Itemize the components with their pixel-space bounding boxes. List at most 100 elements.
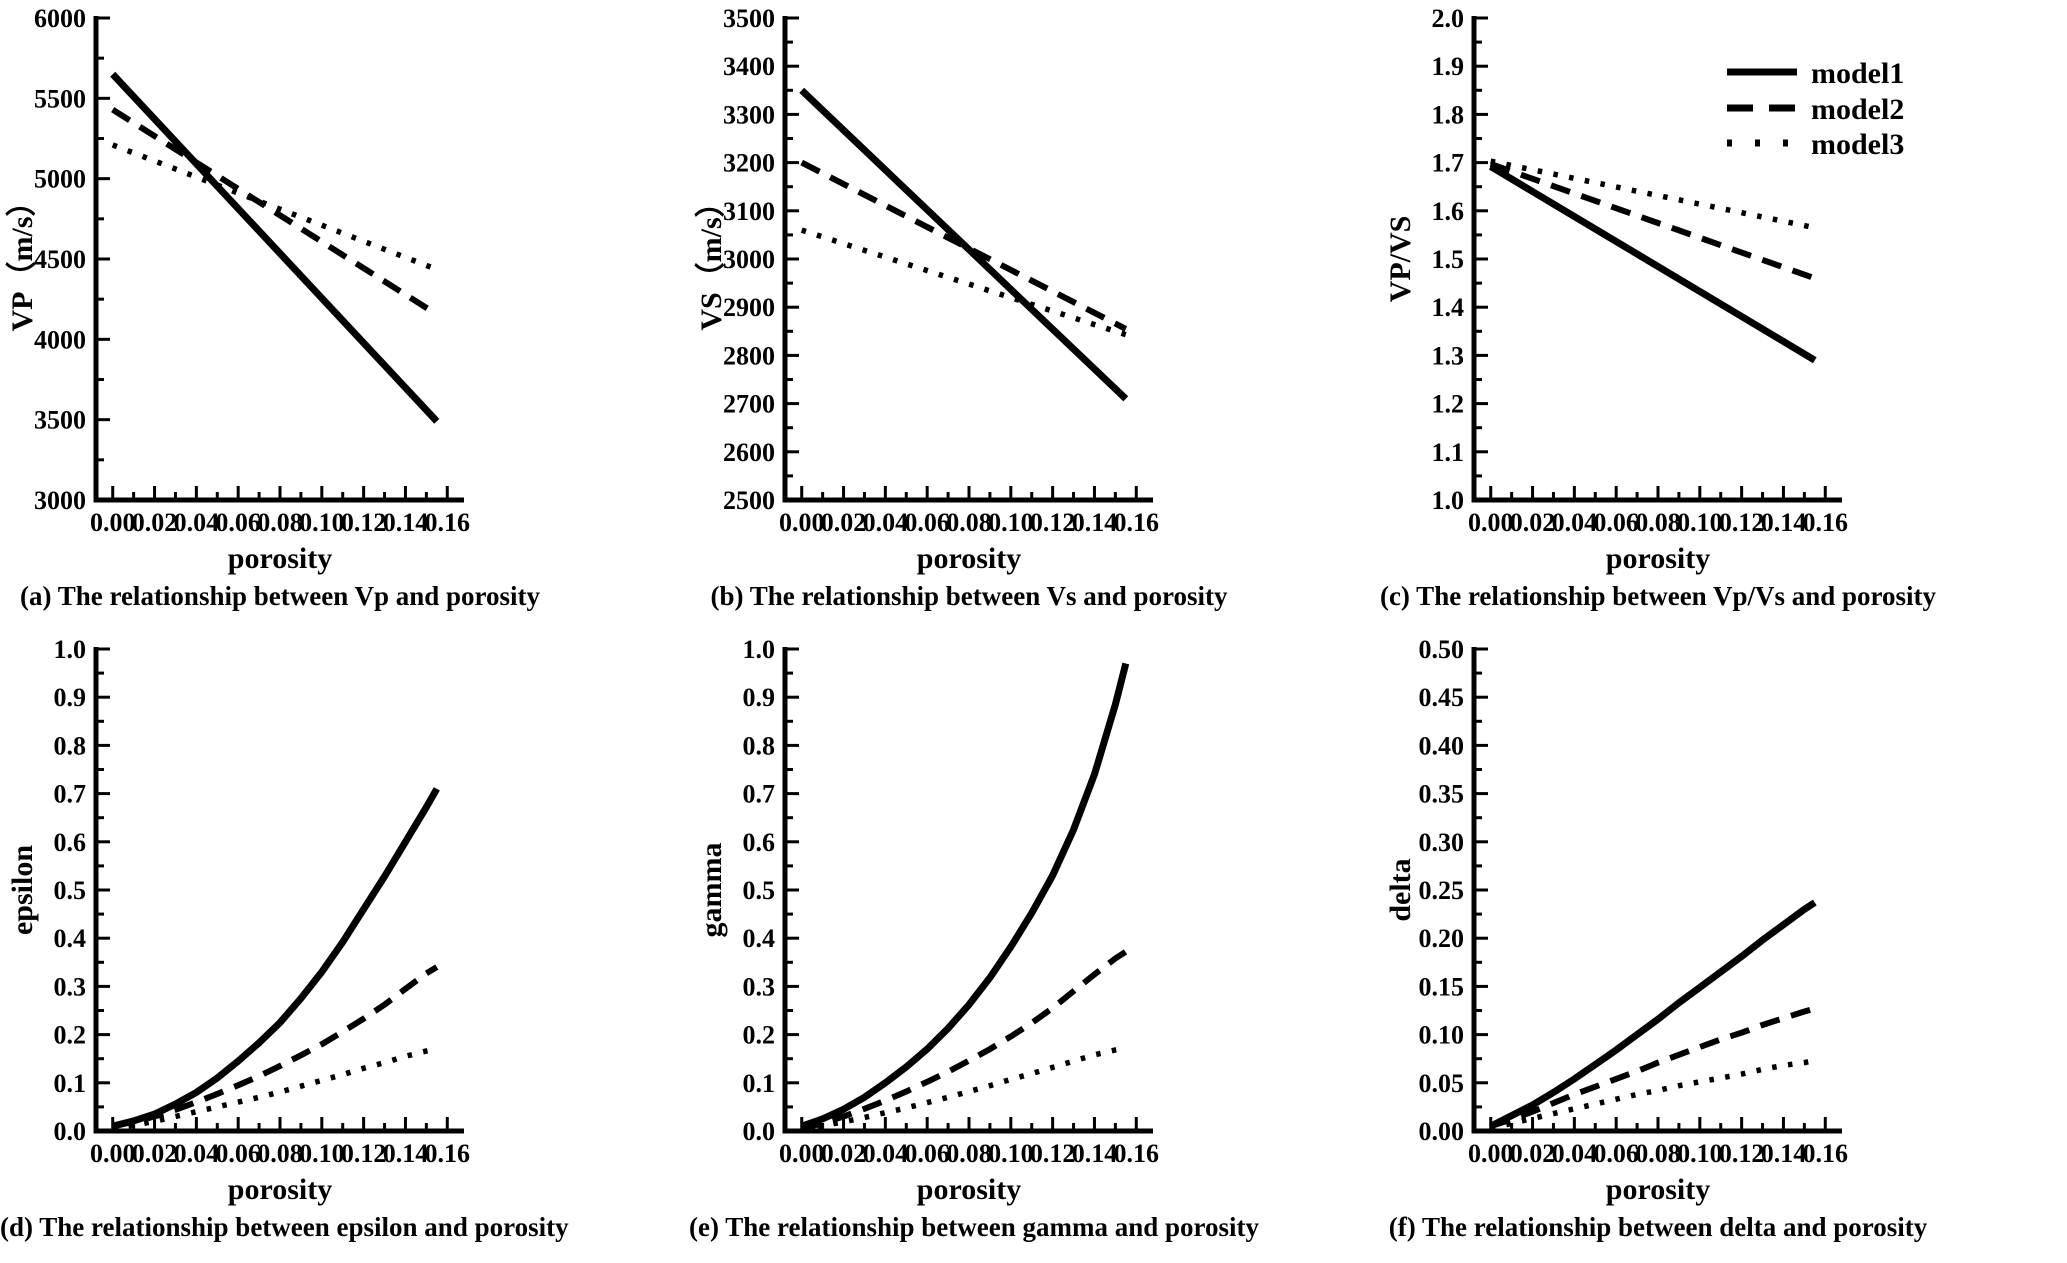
subplot-e: 0.00 0.02 0.04 0.06 0.08 0.10 0.12 0.14 0.16 0.0 0… [689, 631, 1378, 1262]
x-tick-label: 0.04 [1552, 508, 1598, 537]
series-model1-line [799, 87, 1129, 402]
subplot-a: 0.00 0.02 0.04 0.06 0.08 0.10 0.12 0.14 0.16 3000… [0, 0, 689, 631]
y-tick-label: 0.8 [743, 731, 776, 760]
x-tick-label: 0.00 [1468, 508, 1514, 537]
x-tick-label: 0.06 [1593, 508, 1639, 537]
series-model1-line [111, 787, 440, 1130]
x-tick-label: 0.14 [383, 508, 429, 537]
legend-label-model1: model1 [1811, 57, 1904, 90]
subplot-f: 0.00 0.02 0.04 0.06 0.08 0.10 0.12 0.14 0.16 0.00… [1378, 631, 2067, 1262]
subplot-a-caption: (a) The relationship between Vp and poro… [19, 581, 541, 611]
y-axis-title: delta [1384, 858, 1417, 921]
series-model2-line [112, 964, 439, 1130]
series-model1-line [1488, 163, 1817, 364]
subplot-b-canvas: 0.000.020.040.060.080.100.120.140.16 2500… [694, 4, 1159, 575]
y-tick-label: 3500 [34, 406, 86, 435]
y-tick-label: 3200 [723, 149, 775, 178]
y-tick-label: 0.4 [54, 924, 87, 953]
x-tick-label: 0.14 [1072, 1139, 1118, 1168]
y-tick-label: 1.0 [1432, 486, 1465, 515]
y-tick-label: 6000 [34, 4, 86, 33]
x-tick-label: 0.14 [1761, 1139, 1807, 1168]
x-tick-label: 0.16 [425, 508, 471, 537]
y-tick-label: 0.8 [54, 731, 87, 760]
y-tick-label: 0.7 [54, 780, 87, 809]
y-tick-label: 0.3 [54, 972, 87, 1001]
y-tick-label: 4500 [34, 245, 86, 274]
y-tick-label: 0.15 [1419, 972, 1465, 1001]
y-axis-title: VP（m/s） [5, 187, 39, 332]
x-tick-label: 0.08 [257, 1139, 303, 1168]
y-tick-label: 0.5 [54, 876, 87, 905]
y-tick-label: 3100 [723, 197, 775, 226]
y-tick-label: 2800 [723, 341, 775, 370]
y-tick-label: 0.2 [54, 1021, 87, 1050]
series-model1-line [110, 71, 440, 424]
x-tick-label: 0.08 [946, 508, 992, 537]
series-model2-line [800, 159, 1128, 332]
y-axis-title: VP/VS [1384, 216, 1417, 303]
y-tick-label: 0.2 [743, 1021, 776, 1050]
y-tick-label: 1.3 [1432, 341, 1465, 370]
y-tick-label: 0.4 [743, 924, 776, 953]
x-tick-label: 0.16 [425, 1139, 471, 1168]
y-tick-label: 0.05 [1419, 1069, 1465, 1098]
y-tick-label: 0.1 [743, 1069, 776, 1098]
series-model3-line [1490, 158, 1816, 231]
x-tick-label: 0.16 [1803, 1139, 1849, 1168]
y-tick-label: 0.5 [743, 876, 776, 905]
y-tick-label: 0.9 [54, 683, 87, 712]
x-tick-label: 0.00 [90, 1139, 136, 1168]
y-tick-label: 3400 [723, 52, 775, 81]
x-tick-label: 0.02 [132, 508, 178, 537]
x-tick-label: 0.10 [988, 1139, 1033, 1168]
x-tick-label: 0.08 [946, 1139, 992, 1168]
y-tick-label: 0.00 [1419, 1117, 1465, 1146]
y-tick-label: 0.35 [1419, 780, 1465, 809]
series-model2-line [1489, 1005, 1816, 1130]
y-tick-label: 0.20 [1419, 924, 1465, 953]
y-tick-label: 3000 [34, 486, 86, 515]
series-model2-line [111, 107, 439, 317]
x-tick-label: 0.10 [1677, 1139, 1723, 1168]
x-tick-label: 0.04 [174, 508, 220, 537]
series-model1-line [1489, 899, 1817, 1130]
y-tick-label: 0.9 [743, 683, 776, 712]
x-axis-title: porosity [917, 1173, 1021, 1206]
x-axis-title: porosity [917, 542, 1021, 575]
x-axis-title: porosity [1606, 542, 1710, 575]
x-axis-title: porosity [228, 1173, 332, 1206]
y-tick-label: 1.1 [1432, 438, 1465, 467]
x-tick-label: 0.02 [132, 1139, 178, 1168]
x-tick-label: 0.12 [1030, 1139, 1076, 1168]
y-tick-label: 1.4 [1432, 293, 1465, 322]
subplot-e-canvas: 0.000.020.040.060.080.100.120.140.16 0.0 0… [695, 635, 1160, 1206]
y-tick-label: 0.45 [1419, 683, 1465, 712]
x-tick-label: 0.06 [215, 1139, 261, 1168]
y-tick-label: 1.6 [1432, 197, 1465, 226]
y-tick-label: 2600 [723, 438, 775, 467]
y-tick-label: 0.50 [1419, 635, 1465, 664]
legend-label-model2: model2 [1811, 93, 1904, 126]
x-tick-label: 0.16 [1114, 1139, 1160, 1168]
x-tick-label: 0.00 [779, 508, 825, 537]
x-tick-label: 0.06 [1593, 1139, 1639, 1168]
subplot-b: 0.00 0.02 0.04 0.06 0.08 0.10 0.12 0.14 0.16 2500… [689, 0, 1378, 631]
x-tick-label: 0.10 [1677, 508, 1723, 537]
x-axis-title: porosity [1606, 1173, 1710, 1206]
y-tick-label: 0.0 [743, 1117, 776, 1146]
y-tick-label: 3300 [723, 100, 775, 129]
y-tick-label: 3500 [723, 4, 775, 33]
y-tick-label: 4000 [34, 325, 86, 354]
y-tick-label: 1.5 [1432, 245, 1465, 274]
x-tick-label: 0.12 [341, 1139, 387, 1168]
x-tick-label: 0.04 [863, 508, 909, 537]
subplot-f-caption: (f) The relationship between delta and p… [1388, 1212, 1928, 1242]
x-tick-label: 0.14 [1761, 508, 1807, 537]
subplot-e-caption: (e) The relationship between gamma and p… [689, 1212, 1260, 1242]
y-axis-title: VS（m/s） [694, 187, 728, 330]
x-tick-label: 0.04 [1552, 1139, 1598, 1168]
subplot-c-canvas: 0.000.020.040.060.080.100.120.140.16 1.0 1… [1384, 4, 1904, 575]
x-tick-label: 0.06 [215, 508, 261, 537]
x-tick-label: 0.12 [1030, 508, 1076, 537]
